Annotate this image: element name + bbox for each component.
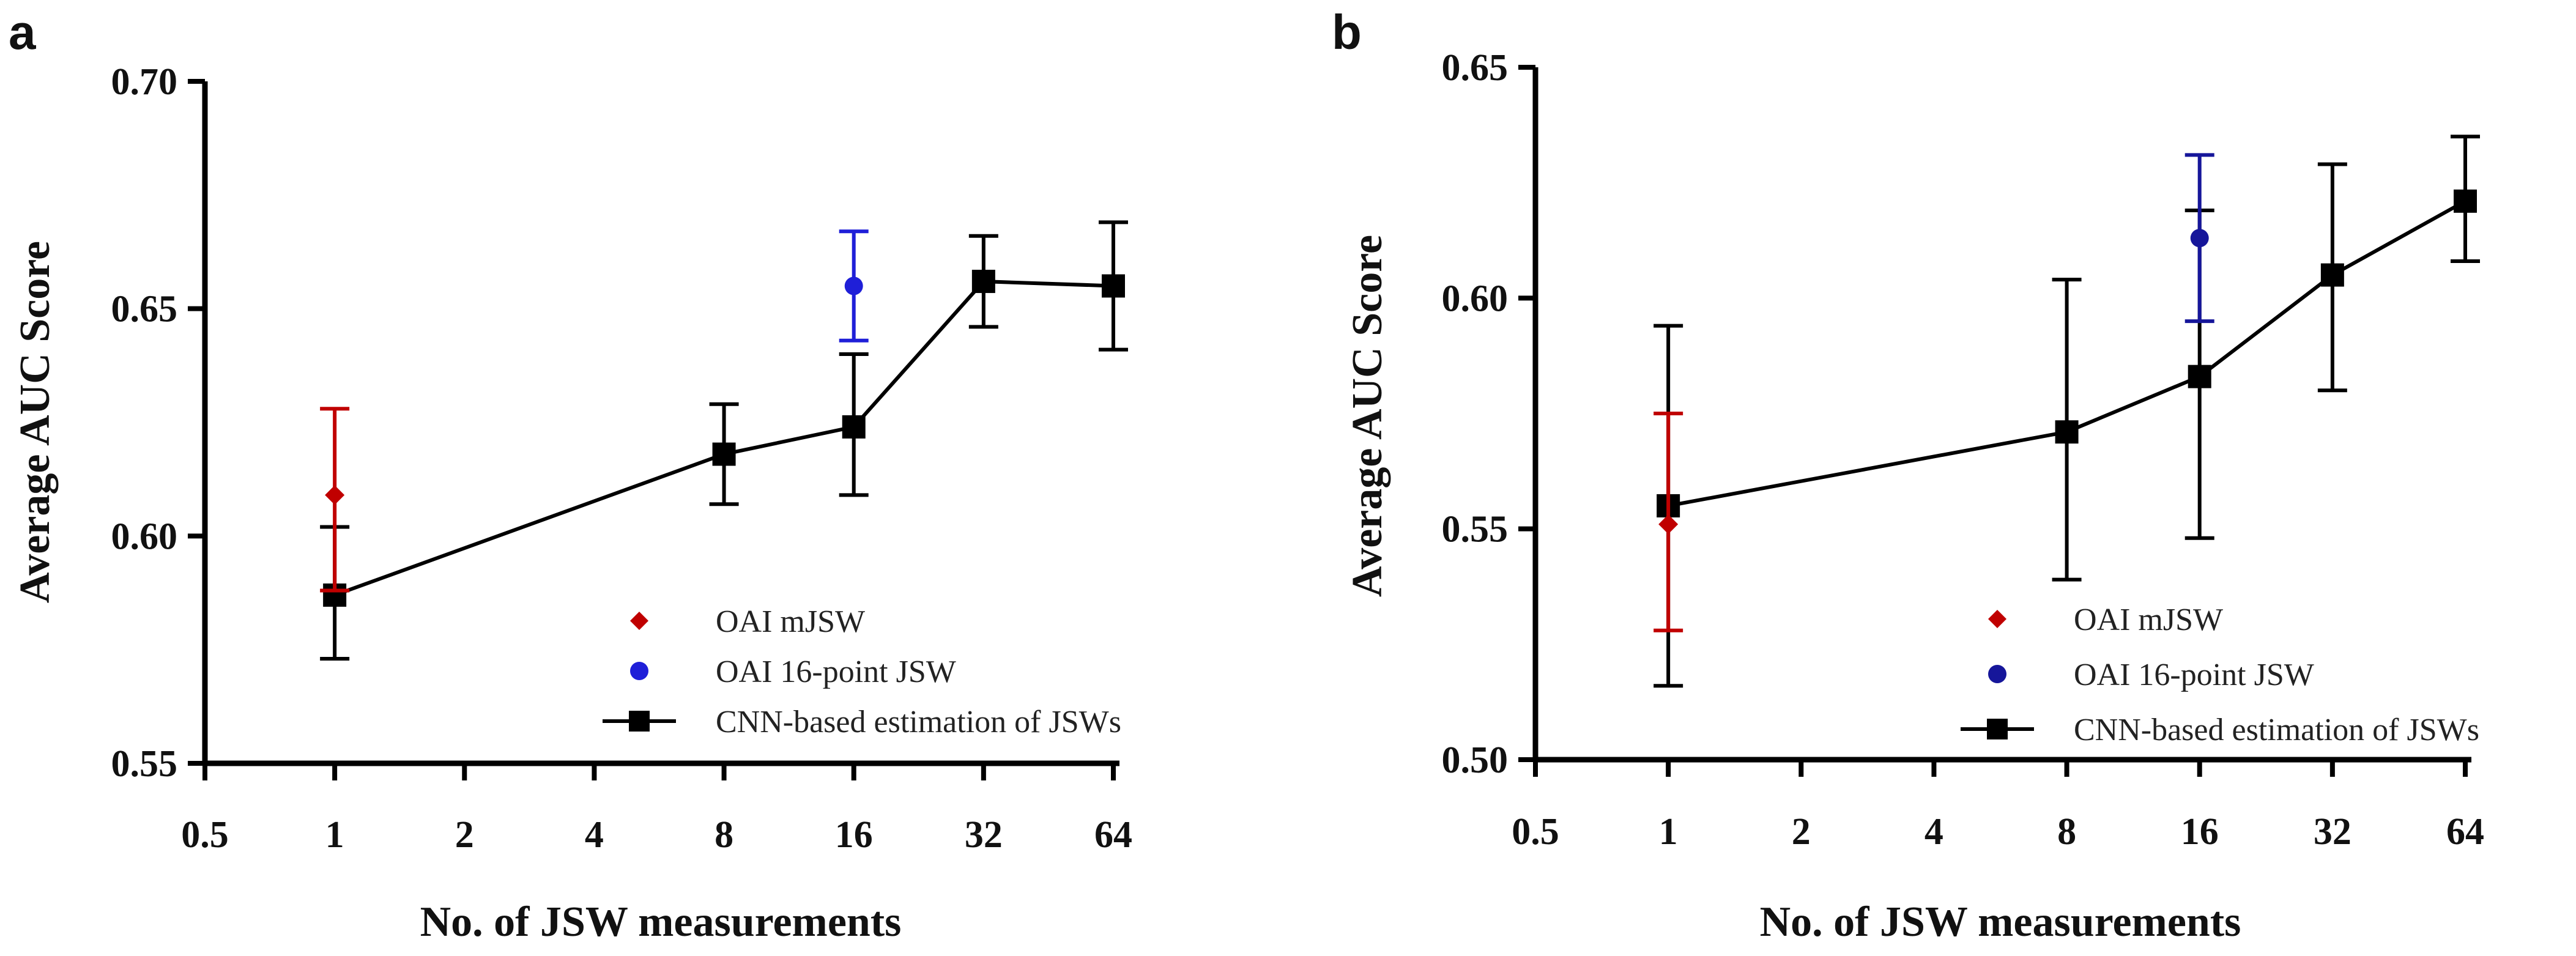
legend-item: OAI mJSW	[630, 604, 865, 639]
y-tick-label: 0.60	[111, 516, 178, 557]
x-tick-label: 32	[2314, 811, 2351, 853]
data-point-square	[2320, 263, 2344, 287]
data-point-circle	[2190, 229, 2209, 248]
x-tick-label: 16	[835, 814, 873, 856]
x-tick-label: 1	[325, 814, 344, 856]
x-axis-title: No. of JSW measurements	[1760, 899, 2241, 946]
legend-marker-diamond	[1988, 610, 2006, 628]
data-point-diamond	[1658, 514, 1679, 535]
y-axis-title: Average AUC Score	[1344, 235, 1391, 597]
x-tick-label: 4	[585, 814, 604, 856]
x-tick-label: 1	[1659, 811, 1678, 853]
x-tick-label: 8	[715, 814, 733, 856]
data-point-square	[712, 442, 736, 466]
legend-label: OAI mJSW	[2074, 602, 2223, 637]
data-point-circle	[844, 276, 863, 295]
chart-panel-b: b 0.50 0.55 0.60 0.65 0.5 1 2 4 8 16 32 64 No. of JSW…	[1332, 5, 2484, 946]
legend-item: OAI mJSW	[1988, 602, 2223, 637]
x-tick-label: 8	[2057, 811, 2076, 853]
panel-label: a	[9, 5, 36, 59]
x-tick-label: 4	[1925, 811, 1943, 853]
panel-label: b	[1332, 5, 1362, 59]
legend-marker-square	[629, 711, 650, 732]
legend-marker-square	[1987, 719, 2008, 739]
x-tick-label: 2	[1792, 811, 1811, 853]
legend: OAI mJSW OAI 16-point JSW CNN-based estima…	[1961, 602, 2479, 747]
series-0	[1654, 412, 1683, 632]
legend-item: CNN-based estimation of JSWs	[603, 705, 1121, 739]
y-tick-label: 0.65	[1442, 47, 1509, 89]
y-axis-title: Average AUC Score	[12, 241, 59, 603]
data-point-square	[2188, 365, 2211, 388]
legend: OAI mJSW OAI 16-point JSW CNN-based estima…	[603, 604, 1121, 739]
chart-panel-a: a 0.55 0.60 0.65 0.70 0.5 1 2 4 8 16 32 64 No. of JSW…	[9, 5, 1132, 946]
series-2	[320, 220, 1128, 661]
series-2	[1654, 135, 2480, 688]
legend-label: CNN-based estimation of JSWs	[716, 705, 1121, 739]
x-tick-label: 32	[965, 814, 1003, 856]
y-tick-label: 0.65	[111, 289, 178, 330]
series-1	[839, 229, 869, 343]
legend-label: OAI mJSW	[716, 604, 865, 639]
data-point-square	[1102, 274, 1125, 298]
legend-label: OAI 16-point JSW	[716, 654, 956, 689]
legend-label: CNN-based estimation of JSWs	[2074, 713, 2479, 747]
data-point-square	[2454, 189, 2477, 213]
data-point-diamond	[325, 485, 345, 505]
x-axis-title: No. of JSW measurements	[420, 899, 902, 946]
data-point-square	[842, 415, 866, 439]
y-tick-label: 0.55	[1442, 509, 1509, 550]
x-tick-label: 16	[2181, 811, 2219, 853]
y-tick-label: 0.60	[1442, 278, 1509, 319]
x-tick-label: 0.5	[181, 814, 229, 856]
x-tick-label: 2	[455, 814, 474, 856]
series-0	[320, 407, 350, 593]
data-point-square	[2055, 420, 2079, 444]
x-tick-label: 64	[2446, 811, 2484, 853]
y-tick-label: 0.55	[111, 743, 178, 785]
y-tick-label: 0.50	[1442, 739, 1509, 781]
x-tick-label: 0.5	[1512, 811, 1559, 853]
x-tick-label: 64	[1094, 814, 1132, 856]
legend-item: OAI 16-point JSW	[1988, 658, 2314, 692]
legend-item: OAI 16-point JSW	[630, 654, 956, 689]
legend-marker-diamond	[630, 612, 648, 630]
series-1	[2184, 153, 2214, 324]
legend-marker-circle	[1988, 665, 2006, 683]
legend-marker-circle	[630, 662, 648, 680]
legend-item: CNN-based estimation of JSWs	[1961, 713, 2479, 747]
legend-label: OAI 16-point JSW	[2074, 658, 2314, 692]
data-point-square	[971, 270, 995, 294]
y-tick-label: 0.70	[111, 61, 178, 103]
